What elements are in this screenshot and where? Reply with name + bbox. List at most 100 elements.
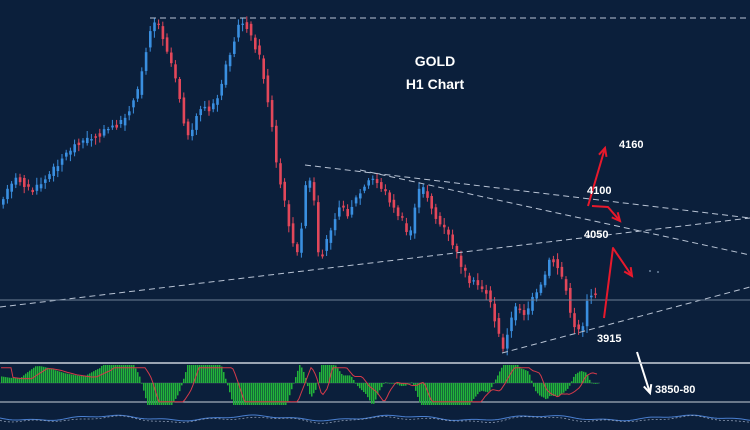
histogram-bar: [39, 366, 41, 383]
candle-body: [86, 137, 89, 144]
candle-body: [296, 244, 299, 253]
histogram-bar: [585, 372, 587, 383]
histogram-bar: [87, 374, 89, 383]
histogram-bar: [137, 372, 139, 383]
histogram-bar: [443, 383, 445, 405]
candle-body: [371, 178, 375, 180]
candle-body: [485, 290, 488, 294]
candle-body: [480, 286, 484, 289]
histogram-bar: [265, 383, 267, 405]
histogram-bar: [147, 383, 149, 405]
candle-body: [506, 334, 509, 349]
histogram-bar: [15, 377, 17, 383]
histogram-bar: [267, 383, 269, 405]
candle-body: [308, 180, 312, 188]
candle-body: [304, 185, 307, 226]
candle-body: [128, 111, 131, 116]
histogram-bar: [217, 365, 219, 383]
trendline-descending-a: [304, 164, 750, 219]
histogram-bar: [253, 383, 255, 405]
candle-body: [94, 136, 97, 138]
histogram-bar: [197, 365, 199, 383]
histogram-bar: [385, 382, 387, 383]
candle-body: [157, 23, 160, 25]
histogram-bar: [455, 383, 457, 405]
histogram-bar: [63, 372, 65, 383]
histogram-bar: [419, 383, 421, 403]
candle-body: [422, 187, 425, 194]
histogram-bar: [283, 383, 285, 405]
histogram-bar: [185, 372, 187, 383]
histogram-bar: [523, 369, 525, 383]
histogram-bar: [555, 383, 557, 396]
histogram-bar: [233, 383, 235, 405]
candle-body: [283, 181, 286, 201]
histogram-bar: [429, 383, 431, 405]
candle-body: [338, 207, 341, 217]
histogram-bar: [165, 383, 167, 405]
histogram-bar: [153, 383, 155, 405]
histogram-bar: [293, 383, 295, 384]
histogram-bar: [3, 376, 5, 383]
histogram-bar: [7, 377, 9, 383]
candle-body: [543, 274, 547, 286]
histogram-bar: [263, 383, 265, 405]
histogram-bar: [169, 383, 171, 405]
histogram-bar: [91, 372, 93, 383]
histogram-bar: [351, 376, 353, 383]
candle-body: [380, 182, 383, 189]
level-label-4160: 4160: [619, 139, 644, 151]
candle-body: [522, 310, 526, 315]
histogram-bar: [579, 371, 581, 383]
candle-body: [493, 303, 496, 322]
histogram-bar: [41, 366, 43, 383]
candle-body: [409, 230, 412, 236]
histogram-bar: [191, 365, 193, 383]
histogram-bar: [85, 375, 87, 383]
candle-body: [245, 22, 249, 30]
candle-body: [149, 31, 152, 48]
histogram-bar: [295, 377, 297, 383]
candle-body: [594, 293, 597, 296]
histogram-bar: [179, 383, 181, 392]
histogram-bar: [307, 383, 309, 387]
histogram-bar: [335, 365, 337, 383]
candle-body: [552, 259, 555, 263]
histogram-bar: [89, 373, 91, 383]
histogram-bar: [61, 372, 63, 383]
candle-body: [581, 326, 585, 331]
histogram-bar: [35, 366, 37, 383]
candle-body: [531, 296, 534, 311]
histogram-bar: [371, 383, 373, 404]
histogram-bar: [341, 373, 343, 383]
histogram-bar: [43, 366, 45, 383]
histogram-bar: [199, 365, 201, 383]
histogram-bar: [177, 383, 179, 396]
target-arrow-3850-head: [643, 383, 653, 396]
histogram-bar: [287, 383, 289, 402]
candle-body: [388, 192, 391, 203]
histogram-bar: [215, 365, 217, 383]
histogram-bar: [143, 383, 145, 391]
histogram-bar: [271, 383, 273, 405]
candle-body: [346, 208, 349, 217]
histogram-bar: [459, 383, 461, 405]
projection-arrow-4160: [587, 147, 606, 207]
candle-body: [90, 139, 93, 141]
histogram-bar: [415, 383, 417, 391]
histogram-bar: [421, 383, 423, 405]
histogram-bar: [441, 383, 443, 405]
histogram-bar: [129, 365, 131, 383]
histogram-bar: [243, 383, 245, 405]
histogram-bar: [289, 383, 291, 396]
level-label-4050: 4050: [584, 229, 609, 241]
candle-body: [73, 144, 76, 153]
histogram-bar: [391, 383, 393, 384]
histogram-bar: [225, 378, 227, 383]
candle-body: [291, 223, 295, 244]
lower-oscillator-line: [0, 414, 750, 422]
candle-body: [464, 267, 467, 271]
histogram-bar: [373, 383, 375, 404]
histogram-bar: [345, 375, 347, 383]
candle-body: [258, 45, 261, 55]
